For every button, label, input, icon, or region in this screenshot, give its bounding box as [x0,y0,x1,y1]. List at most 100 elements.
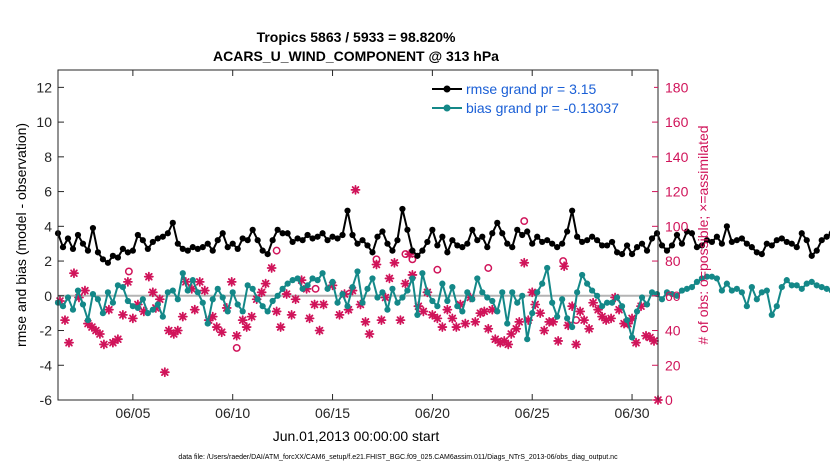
rmse-series-point [509,244,516,251]
bias-series-point [529,310,536,317]
rmse-series-point [633,244,641,251]
bias-series-point [99,310,107,317]
rmse-series-point [678,240,686,247]
bias-series-point [703,273,711,280]
rmse-series-point [608,238,616,246]
y2-tick-label: 0 [665,392,673,408]
x-tick-label: 06/20 [415,405,450,421]
bias-series-point [633,308,641,315]
bias-series-point [294,275,301,282]
rmse-series-point [259,247,266,254]
bias-series-point [603,299,611,306]
bias-series-point [439,280,446,287]
obs-assimilated-point [163,325,174,336]
rmse-series-point [808,252,815,259]
bias-series-point [79,301,87,308]
bias-series-point [534,289,541,296]
rmse-series-point [109,252,117,259]
rmse-series-point [539,238,546,246]
bias-series-point [643,301,651,308]
rmse-series-point [693,244,701,251]
y-tick-label: -2 [40,323,53,339]
asterisk-stroke [156,295,164,304]
rmse-series-point [204,240,211,247]
rmse-series-point [324,237,331,244]
rmse-series-point [194,245,201,252]
rmse-series-point [449,237,456,244]
obs-assimilated-point [384,273,395,284]
bias-series-point [494,308,501,315]
bias-series-point [464,289,471,296]
obs-assimilated-point [548,316,559,327]
bias-series-point [124,297,131,305]
obs-assimilated-point [364,329,375,339]
bias-series-point [489,297,496,305]
bias-series-point [818,284,825,291]
rmse-series-point [758,251,765,258]
obs-assimilated-point [143,271,154,282]
bias-series-point [574,289,581,296]
asterisk-stroke [200,286,209,295]
obs-assimilated-point [216,327,227,338]
obs-assimilated-point [514,316,525,327]
asterisk-stroke [174,326,182,335]
x-axis-label: Jun.01,2013 00:00:00 start [273,428,440,444]
asterisk-stroke [524,316,532,324]
data-file-footer: data file: /Users/raeder/DAI/ATM_forcXX/… [178,454,618,461]
asterisk-stroke [310,300,319,309]
obs-possible-point [311,284,320,293]
rmse-series-point [748,244,755,251]
asterisk-stroke [276,323,285,331]
asterisk-stroke [491,335,500,343]
rmse-series-point [419,247,426,254]
rmse-series-point [264,251,271,258]
asterisk-stroke [443,305,452,314]
y-tick-label: 2 [44,253,52,269]
obs-assimilated-point [127,313,138,324]
rmse-series-point [394,237,401,244]
obs-assimilated-point [511,323,522,334]
bias-series-point [114,282,122,289]
bias-series-point [169,287,176,294]
rmse-series-point [374,233,381,240]
legend-box [426,76,654,121]
bias-series-point [359,299,366,306]
obs-assimilated-point [400,278,411,289]
rmse-series-point [818,237,825,244]
obs-assimilated-point [189,304,200,315]
rmse-series-point [708,238,716,246]
rmse-series-point [459,244,466,251]
asterisk-stroke [96,330,104,338]
obs-assimilated-point [519,257,530,268]
obs-assimilated-point [649,336,659,346]
asterisk-stroke [512,325,521,333]
obs-assimilated-point [275,322,286,332]
bias-series-point [429,297,436,305]
bias-series-point [813,282,820,289]
rmse-series-point [414,252,421,259]
rmse-series-point [359,237,366,244]
asterisk-stroke [75,293,83,302]
y-tick-label: 12 [36,79,52,95]
rmse-series-point [134,231,141,239]
asterisk-stroke [504,340,513,349]
asterisk-stroke [401,279,410,288]
bias-series-point [434,303,441,310]
rmse-series-point [773,237,780,244]
bias-series-point [239,308,246,315]
bias-series-point [638,294,646,301]
rmse-series-point [618,251,626,258]
x-tick-label: 06/15 [315,405,350,421]
asterisk-stroke [291,295,300,304]
rmse-series-point [613,249,621,256]
asterisk-stroke [419,307,428,316]
rmse-series-point [803,237,810,244]
bias-series-point [509,289,516,296]
rmse-series-point [549,240,556,247]
bias-series-point [708,273,716,280]
bias-series-point [808,278,815,285]
rmse-series-point [304,231,311,239]
asterisk-stroke [576,307,584,316]
asterisk-stroke [351,186,360,194]
asterisk-stroke [232,331,241,340]
